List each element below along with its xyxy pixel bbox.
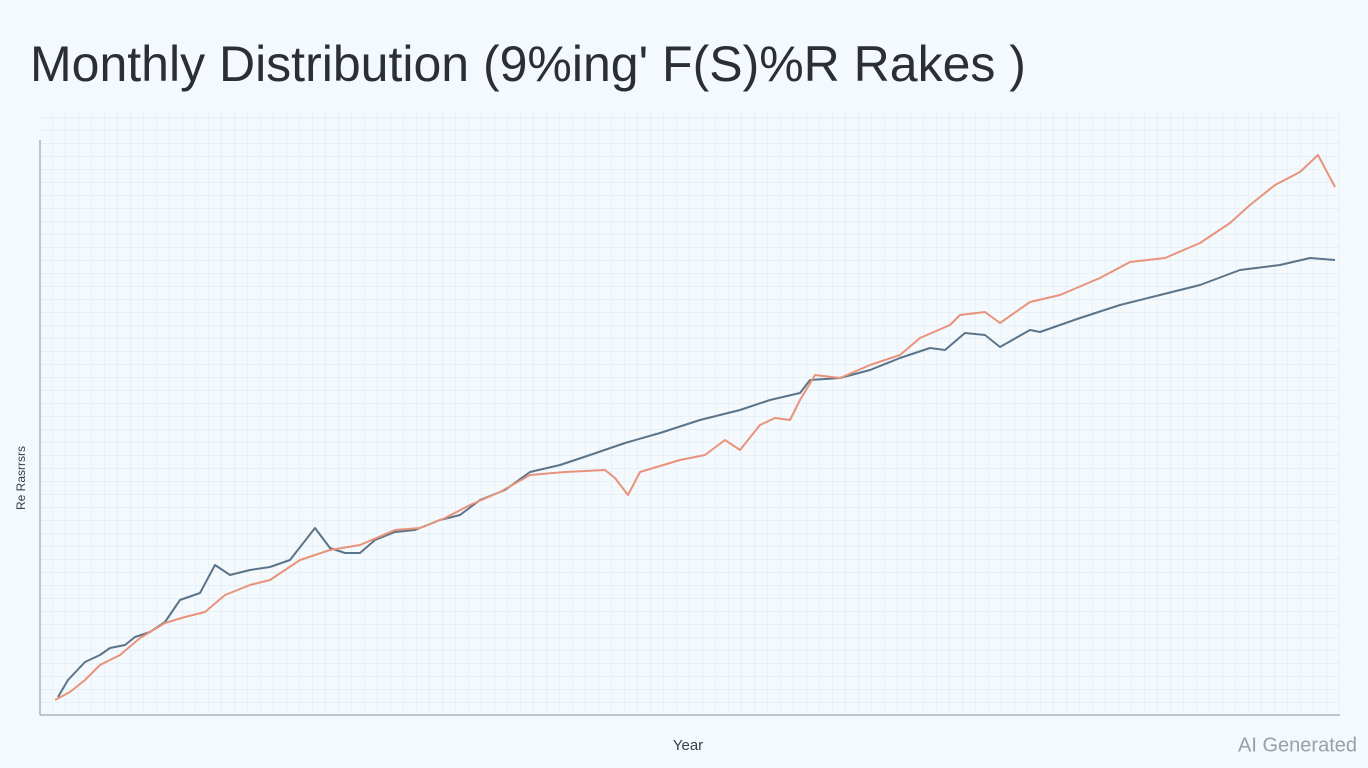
line-series (57, 257, 1336, 698)
grid (40, 110, 1340, 715)
chart-title: Monthly Distribution (9%ing' F(S)%R Rake… (30, 36, 1026, 92)
line-series (54, 154, 1336, 701)
x-axis-label: Year (673, 737, 703, 754)
y-axis-label: Re Rasrrsrs (14, 446, 28, 510)
watermark: AI Generated (1238, 734, 1357, 756)
